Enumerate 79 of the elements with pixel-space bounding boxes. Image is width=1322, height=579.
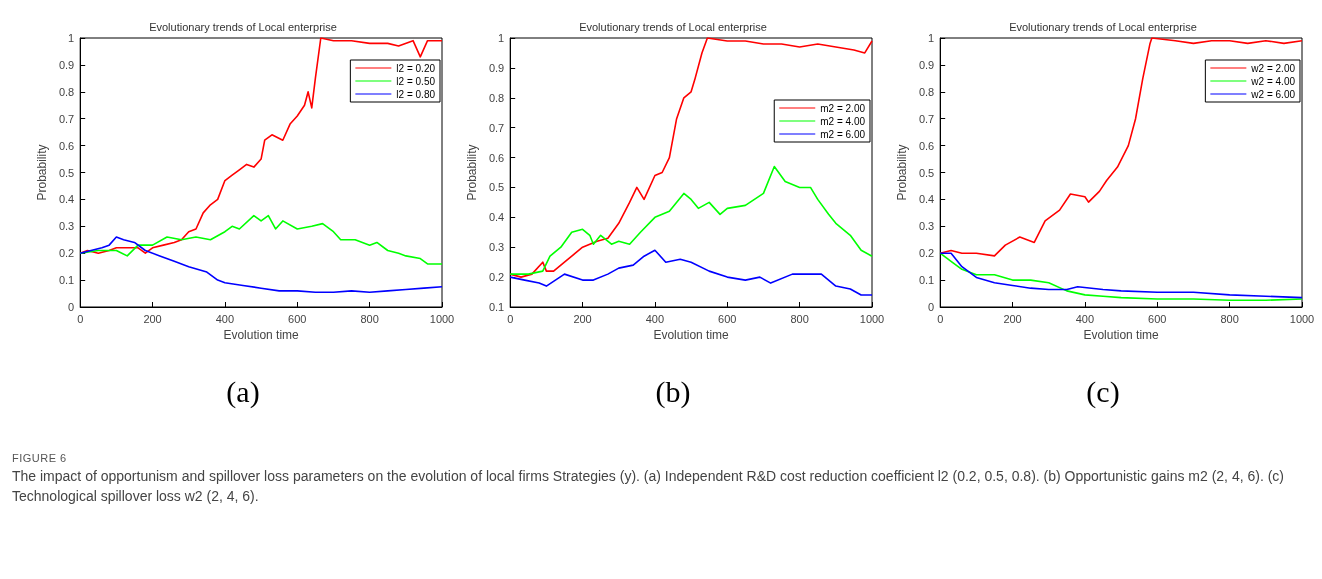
x-tick-label: 1000 [1289,312,1315,325]
x-tick-label: 400 [1075,312,1095,325]
x-tick-label: 0 [507,312,514,325]
y-tick-label: 0.7 [488,121,505,134]
x-tick-label: 400 [215,312,235,325]
x-tick-label: 200 [1003,312,1022,325]
y-tick-label: 1 [498,32,505,44]
y-tick-label: 0.7 [918,112,935,125]
y-tick-label: 0.3 [918,220,935,233]
x-tick-label: 1000 [429,312,455,325]
line-series [79,37,443,254]
legend-label: w2 = 4.00 [1250,75,1296,87]
x-tick-label: 600 [288,312,307,325]
line-series [79,236,443,294]
line-series [509,165,873,275]
y-tick-label: 0.7 [58,112,75,125]
y-tick-label: 0.1 [918,274,935,287]
y-tick-label: 0.2 [488,271,505,284]
y-tick-label: 1 [928,32,935,44]
y-tick-label: 0.9 [918,58,935,71]
y-tick-label: 0.9 [58,58,75,71]
x-tick-label: 1000 [859,312,885,325]
y-tick-label: 0.6 [58,139,75,152]
y-tick-label: 0.8 [488,91,505,104]
x-tick-label: 800 [1220,312,1239,325]
y-tick-label: 0.5 [918,166,935,179]
y-tick-label: 0.3 [488,241,505,254]
x-tick-label: 800 [790,312,809,325]
y-tick-label: 0.6 [918,139,935,152]
x-axis-title: Evolution time [223,328,300,342]
chart-title: Evolutionary trends of Local enterprise [579,20,767,33]
text: (c) [1085,375,1121,409]
y-tick-label: 0.1 [488,301,505,313]
legend-label: m2 = 6.00 [820,128,866,140]
y-tick-label: 0 [68,301,75,313]
x-tick-label: 800 [360,312,379,325]
x-tick-label: 0 [77,312,84,325]
line-series [509,249,873,296]
caption: FIGURE 6 [12,452,68,464]
chart-title: Evolutionary trends of Local enterprise [149,20,337,33]
line-series [79,214,443,265]
y-tick-label: 1 [68,32,75,44]
y-tick-label: 0.4 [58,193,75,206]
x-axis-title: Evolution time [1083,328,1160,342]
line-series [509,37,873,278]
x-tick-label: 200 [143,312,162,325]
y-tick-label: 0.1 [58,274,75,287]
x-tick-label: 0 [937,312,944,325]
legend-label: m2 = 2.00 [820,102,866,114]
legend-label: l2 = 0.20 [396,62,436,74]
chart-title: Evolutionary trends of Local enterprise [1009,20,1197,33]
y-tick-label: 0.9 [488,61,505,74]
y-tick-label: 0.6 [488,151,505,164]
text: (b) [654,375,692,409]
legend-label: l2 = 0.50 [396,75,436,87]
text: (a) [225,375,261,409]
y-tick-label: 0.5 [58,166,75,179]
legend-label: w2 = 6.00 [1250,88,1296,100]
text: The impact of opportunism and spillover loss parameters on the evolution of local firms Strategies (y). (a) Independent R&D cost reduction coefficient l2 (0.2, 0.5, 0.8). (b) Opportunistic gains m2 (2, 4, 6). (c) Technological spillover loss w2 (2, 4, 6). [12,467,1285,506]
y-axis-title: Probability [465,144,479,201]
y-axis-title: Probability [895,144,909,201]
x-tick-label: 600 [718,312,737,325]
y-tick-label: 0.2 [58,247,75,260]
y-tick-label: 0.4 [488,211,505,224]
y-tick-label: 0 [928,301,935,313]
y-tick-label: 0.5 [488,181,505,194]
y-tick-label: 0.3 [58,220,75,233]
x-tick-label: 200 [573,312,592,325]
y-tick-label: 0.8 [918,85,935,98]
x-tick-label: 600 [1148,312,1167,325]
x-tick-label: 400 [645,312,665,325]
y-tick-label: 0.2 [918,247,935,260]
legend-label: w2 = 2.00 [1250,62,1296,74]
x-axis-title: Evolution time [653,328,730,342]
legend-label: l2 = 0.80 [396,88,436,100]
y-tick-label: 0.4 [918,193,935,206]
legend-label: m2 = 4.00 [820,115,866,127]
y-axis-title: Probability [35,144,49,201]
y-tick-label: 0.8 [58,85,75,98]
